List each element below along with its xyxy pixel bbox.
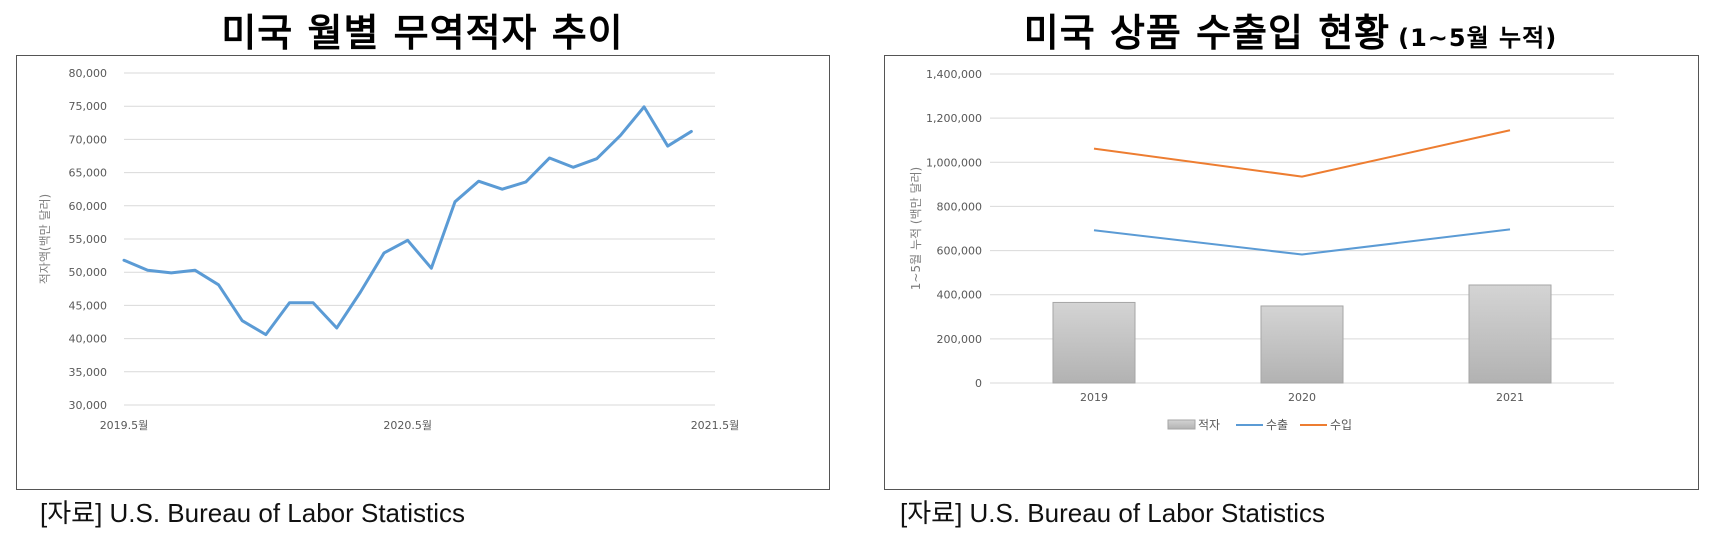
monthly-deficit-panel: 미국 월별 무역적자 추이 30,000 35,000 40,000 45,000 50…: [0, 0, 845, 533]
monthly-deficit-svg: 30,000 35,000 40,000 45,000 50,000 55,000 60,0…: [38, 67, 740, 432]
y-tick-label: 800,000: [937, 200, 983, 213]
y-tick-label: 65,000: [69, 167, 108, 180]
y-tick-label: 80,000: [69, 67, 108, 80]
deficit-series-line: [122, 105, 693, 337]
x-tick-label: 2020.5월: [383, 419, 432, 432]
right-title-sub: (1~5월 누적): [1398, 24, 1558, 52]
y-tick-label: 200,000: [937, 333, 983, 346]
y-tick-label: 35,000: [69, 366, 108, 379]
y-tick-label: 30,000: [69, 399, 108, 412]
trade-summary-panel: 미국 상품 수출입 현황 (1~5월 누적) 0 200,000 400,000 600…: [870, 0, 1711, 533]
import-series-line: [1093, 129, 1511, 178]
legend-label-import: 수입: [1330, 418, 1352, 432]
y-tick-label: 50,000: [69, 266, 108, 279]
legend-label-deficit: 적자: [1198, 418, 1220, 432]
x-tick-label: 2019: [1080, 391, 1108, 404]
y-axis-title: 적자액(백만 달러): [38, 194, 52, 284]
deficit-bar: [1260, 305, 1344, 384]
trade-summary-svg: 0 200,000 400,000 600,000 800,000 1,000,000 1,…: [909, 68, 1614, 432]
y-tick-label: 400,000: [937, 289, 983, 302]
right-chart-title: 미국 상품 수출입 현황 (1~5월 누적): [870, 2, 1711, 57]
y-tick-label: 1,200,000: [926, 112, 982, 125]
deficit-bar: [1052, 301, 1136, 384]
y-tick-label: 75,000: [69, 100, 108, 113]
x-tick-label: 2021: [1496, 391, 1524, 404]
monthly-deficit-chart: 30,000 35,000 40,000 45,000 50,000 55,000 60,0…: [16, 55, 830, 490]
y-tick-label: 70,000: [69, 133, 108, 146]
right-source-note: [자료] U.S. Bureau of Labor Statistics: [900, 498, 1326, 528]
legend-swatch-deficit: [1167, 419, 1196, 430]
trade-summary-chart: 0 200,000 400,000 600,000 800,000 1,000,000 1,…: [884, 55, 1699, 490]
y-axis-title: 1~5월 누적 (백만 달러): [909, 167, 923, 290]
deficit-bar: [1468, 284, 1552, 384]
y-tick-label: 40,000: [69, 333, 108, 346]
y-tick-label: 1,400,000: [926, 68, 982, 81]
x-tick-label: 2021.5월: [691, 419, 740, 432]
legend-label-export: 수출: [1266, 418, 1288, 432]
y-tick-label: 60,000: [69, 200, 108, 213]
y-tick-label: 45,000: [69, 299, 108, 312]
x-tick-label: 2019.5월: [100, 419, 149, 432]
right-title-main: 미국 상품 수출입 현황: [1023, 11, 1391, 55]
left-source-note: [자료] U.S. Bureau of Labor Statistics: [40, 498, 466, 528]
y-tick-label: 1,000,000: [926, 156, 982, 169]
y-tick-label: 0: [975, 377, 982, 390]
y-tick-label: 600,000: [937, 245, 983, 258]
x-tick-label: 2020: [1288, 391, 1316, 404]
y-tick-label: 55,000: [69, 233, 108, 246]
left-chart-title: 미국 월별 무역적자 추이: [221, 11, 624, 55]
